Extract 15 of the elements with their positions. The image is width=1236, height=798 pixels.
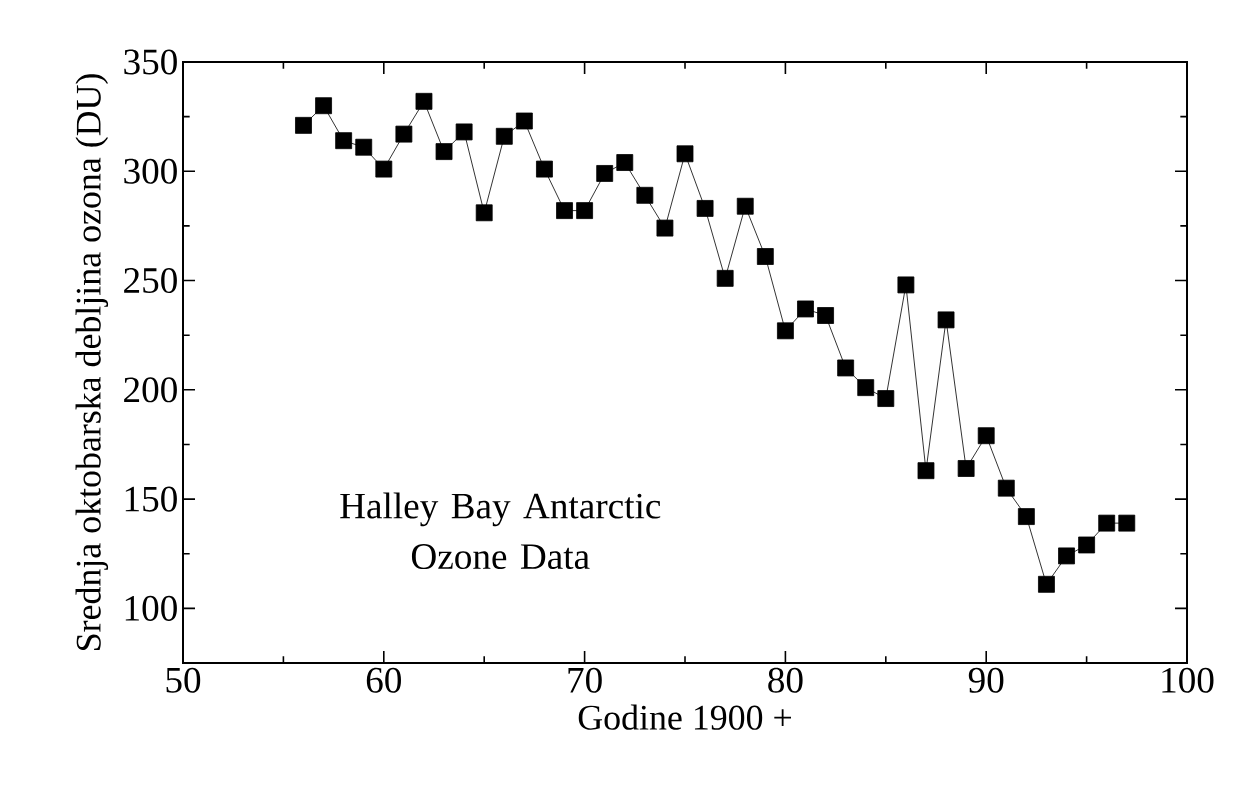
y-tick-label: 200 bbox=[124, 377, 177, 403]
y-tick-label: 300 bbox=[124, 158, 177, 184]
y-tick-label: 350 bbox=[124, 49, 177, 75]
x-tick-label: 100 bbox=[1162, 667, 1214, 693]
y-tick-label: 100 bbox=[125, 595, 177, 621]
x-tick-label: 80 bbox=[768, 667, 803, 693]
x-tick-label: 50 bbox=[166, 667, 201, 693]
x-tick-label: 70 bbox=[568, 667, 602, 693]
annotation: Halley Bay Antarctic Ozone Data bbox=[340, 492, 661, 570]
x-axis-title: Godine 1900 + bbox=[578, 704, 791, 730]
y-axis-title: Srednja oktobarska debljina ozona (DU) bbox=[75, 74, 109, 650]
x-tick-label: 90 bbox=[968, 667, 1004, 693]
y-tick-label: 150 bbox=[125, 486, 177, 512]
y-tick-label: 250 bbox=[124, 268, 177, 294]
x-tick-label: 60 bbox=[366, 667, 401, 693]
